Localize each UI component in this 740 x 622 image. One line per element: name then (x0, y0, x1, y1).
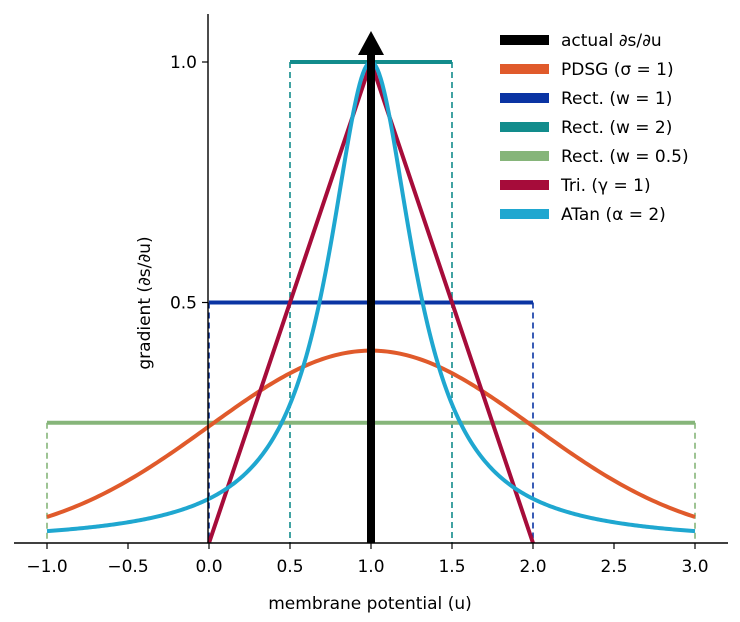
legend-item: Rect. (w = 0.5) (500, 147, 689, 167)
x-tick-label: 0.0 (195, 557, 222, 577)
legend-item: PDSG (σ = 1) (500, 60, 674, 80)
dirac-arrow-head (358, 31, 384, 55)
y-ticks: 0.5 1.0 (170, 53, 208, 314)
legend-item: Rect. (w = 2) (500, 118, 672, 138)
legend-swatch (500, 151, 549, 161)
x-tick-label: 2.5 (600, 557, 627, 577)
legend-swatch (500, 64, 549, 74)
x-ticks: −1.0 −0.5 0.0 0.5 1.0 1.5 2.0 2.5 3.0 (26, 543, 709, 577)
series-dirac-arrow (358, 31, 384, 543)
x-tick-label: 2.0 (519, 557, 546, 577)
legend-label: Rect. (w = 1) (561, 89, 672, 109)
x-tick-label: 1.0 (357, 557, 384, 577)
x-axis-title: membrane potential (u) (268, 594, 471, 614)
x-tick-label: 0.5 (276, 557, 303, 577)
x-tick-label: 1.5 (438, 557, 465, 577)
legend-item: Rect. (w = 1) (500, 89, 672, 109)
legend-item: ATan (α = 2) (500, 205, 666, 225)
legend-swatch (500, 93, 549, 103)
y-tick-label: 0.5 (170, 294, 197, 314)
y-tick-label: 1.0 (170, 53, 197, 73)
legend-item: actual ∂s/∂u (500, 31, 662, 51)
x-tick-label: 3.0 (681, 557, 708, 577)
legend-label: Tri. (γ = 1) (560, 176, 651, 196)
legend-label: Rect. (w = 0.5) (561, 147, 689, 167)
legend: actual ∂s/∂u PDSG (σ = 1) Rect. (w = 1) Rec… (500, 31, 689, 225)
legend-swatch (500, 209, 549, 219)
y-axis-title: gradient (∂s/∂u) (135, 236, 155, 369)
legend-label: ATan (α = 2) (561, 205, 666, 225)
plot-area (46, 31, 696, 544)
x-tick-label: −0.5 (107, 557, 148, 577)
legend-item: Tri. (γ = 1) (500, 176, 651, 196)
legend-swatch (500, 180, 549, 190)
axes: −1.0 −0.5 0.0 0.5 1.0 1.5 2.0 2.5 3.0 0.5 1.0 (14, 14, 728, 577)
legend-swatch (500, 122, 549, 132)
x-tick-label: −1.0 (26, 557, 67, 577)
legend-label: PDSG (σ = 1) (561, 60, 674, 80)
legend-label: Rect. (w = 2) (561, 118, 672, 138)
legend-swatch (500, 35, 549, 45)
legend-label: actual ∂s/∂u (561, 31, 662, 51)
